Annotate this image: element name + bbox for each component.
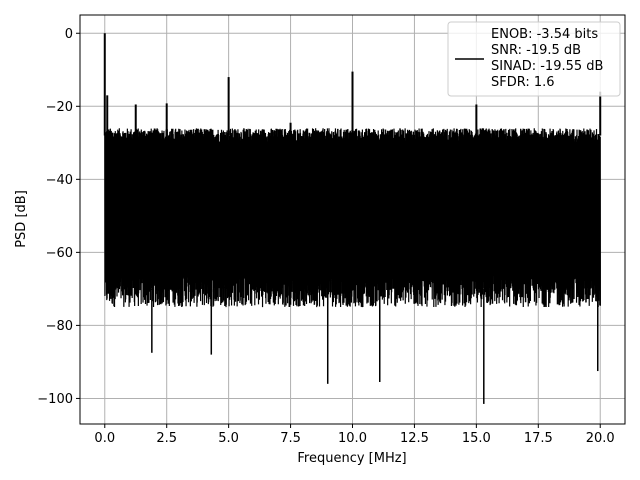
x-tick-label: 2.5 (156, 431, 177, 446)
x-tick-label: 15.0 (462, 431, 491, 446)
x-axis-ticks: 0.0 2.5 5.0 7.5 10.0 12.5 15.0 17.5 20.0 (94, 424, 615, 446)
y-tick-label: −20 (46, 100, 73, 115)
y-tick-label: −80 (46, 319, 73, 334)
psd-trace (104, 128, 601, 308)
y-tick-label: 0 (65, 27, 73, 42)
x-tick-label: 20.0 (586, 431, 615, 446)
legend-snr: SNR: -19.5 dB (491, 43, 581, 58)
legend-sinad: SINAD: -19.55 dB (491, 59, 603, 74)
x-tick-label: 0.0 (94, 431, 115, 446)
plot-area (103, 33, 602, 404)
legend-sfdr: SFDR: 1.6 (491, 75, 555, 90)
x-tick-label: 7.5 (280, 431, 301, 446)
y-axis-label: PSD [dB] (14, 190, 29, 248)
legend-enob: ENOB: -3.54 bits (491, 27, 598, 42)
x-tick-label: 12.5 (400, 431, 429, 446)
y-tick-label: −40 (46, 173, 73, 188)
x-tick-label: 5.0 (218, 431, 239, 446)
x-tick-label: 10.0 (338, 431, 367, 446)
legend: ENOB: -3.54 bits SNR: -19.5 dB SINAD: -1… (447, 21, 621, 97)
x-axis-label: Frequency [MHz] (297, 451, 406, 466)
legend-box (447, 21, 621, 97)
x-tick-label: 17.5 (524, 431, 553, 446)
y-axis-ticks: 0 −20 −40 −60 −80 −100 (37, 27, 80, 407)
y-tick-label: −100 (37, 392, 73, 407)
y-tick-label: −60 (46, 246, 73, 261)
